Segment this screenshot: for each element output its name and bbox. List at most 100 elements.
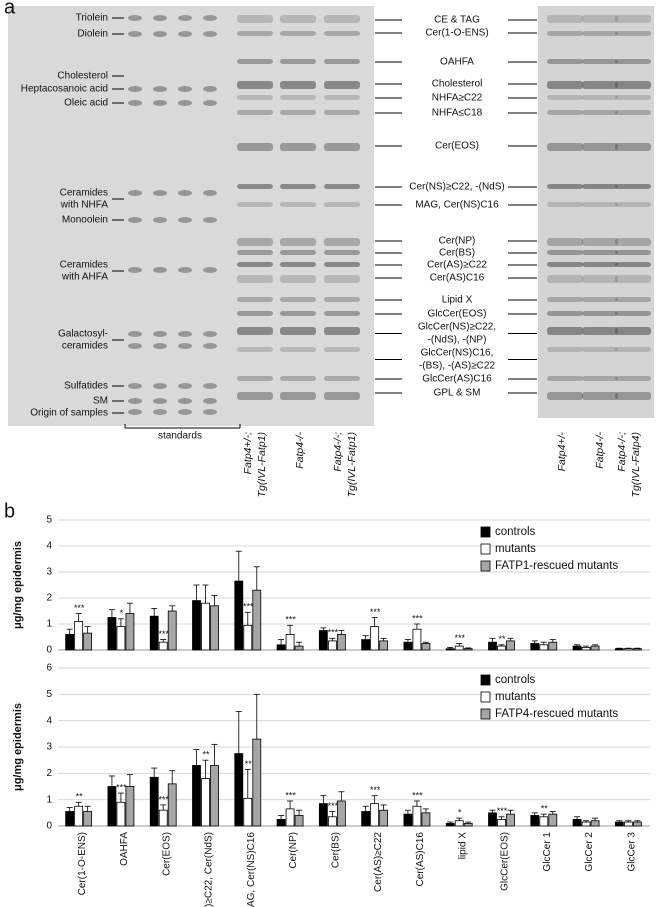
bar — [336, 634, 346, 651]
bar — [234, 753, 244, 827]
band — [203, 100, 217, 106]
band — [203, 383, 217, 389]
legend-swatch — [480, 691, 491, 703]
legend-label: controls — [495, 526, 536, 538]
tlc-label: Cer(AS)C16 — [430, 273, 485, 284]
significance: ** — [76, 792, 84, 802]
lane-label: Tg(IVL-Fatp1) — [256, 432, 268, 497]
panel-label: a — [4, 0, 16, 18]
band — [128, 409, 142, 415]
bar — [74, 621, 84, 651]
band — [615, 110, 651, 115]
band — [324, 238, 360, 246]
y-tick-label: 2 — [46, 593, 52, 604]
bar — [548, 641, 558, 651]
band — [547, 238, 583, 246]
significance: *** — [412, 790, 423, 800]
band — [547, 184, 583, 189]
bar — [614, 821, 624, 827]
legend-swatch — [480, 674, 491, 686]
band — [547, 297, 583, 302]
legend-label: mutants — [495, 691, 536, 703]
y-tick-label: 2 — [46, 768, 52, 779]
band — [178, 100, 192, 106]
band — [237, 275, 273, 283]
band — [237, 15, 273, 23]
bar — [623, 821, 633, 827]
bar — [252, 589, 262, 651]
band — [547, 59, 583, 64]
band — [237, 262, 273, 267]
band — [547, 95, 583, 100]
legend-label: FATP4-rescued mutants — [495, 708, 618, 720]
band — [203, 343, 217, 349]
lane-label: Fatp4+/-; — [242, 432, 254, 474]
significance: *** — [412, 613, 423, 623]
band — [237, 110, 273, 115]
tlc-label: Cer(EOS) — [435, 141, 479, 152]
bar — [107, 617, 117, 651]
band — [280, 59, 316, 64]
band — [615, 311, 651, 316]
tlc-label: CE & TAG — [434, 15, 480, 26]
bar — [107, 786, 117, 827]
bar — [454, 645, 464, 651]
significance: *** — [285, 790, 296, 800]
bar — [285, 808, 295, 827]
band — [153, 398, 167, 404]
band — [128, 343, 142, 349]
band — [237, 376, 273, 381]
bar — [252, 738, 262, 827]
band — [203, 190, 217, 196]
band — [280, 392, 316, 400]
x-tick-label: Cer(AS)≥C22 — [373, 832, 384, 892]
x-tick-label: lipid X — [457, 832, 468, 860]
x-tick-label: Cer(BS) — [330, 832, 341, 868]
bar — [83, 811, 93, 827]
y-tick-label: 1 — [46, 794, 52, 805]
bar — [463, 648, 473, 651]
band — [153, 100, 167, 106]
band — [237, 347, 273, 352]
x-tick-label: Cer(AS)C16 — [415, 832, 426, 887]
significance: *** — [243, 602, 254, 612]
bar — [581, 821, 591, 827]
band — [324, 275, 360, 283]
band — [203, 217, 217, 223]
x-tick-label: GlcCer 3 — [626, 832, 637, 872]
band — [153, 86, 167, 92]
panel-label: b — [4, 500, 15, 522]
bar — [488, 812, 497, 827]
tlc-label: Galactosyl- — [58, 329, 108, 340]
band — [237, 327, 273, 335]
significance: ** — [245, 759, 253, 769]
band — [582, 262, 618, 267]
band — [128, 383, 142, 389]
bar — [539, 644, 549, 651]
bar — [539, 816, 549, 827]
significance: *** — [158, 794, 169, 804]
band — [280, 95, 316, 100]
band — [128, 31, 142, 37]
band — [615, 184, 651, 189]
legend-swatch — [480, 543, 491, 555]
band — [324, 143, 360, 151]
bar — [590, 645, 600, 651]
bar — [243, 797, 253, 827]
band — [615, 392, 651, 400]
band — [615, 376, 651, 381]
significance: * — [120, 608, 124, 618]
significance: *** — [497, 806, 508, 816]
band — [582, 31, 618, 36]
significance: *** — [454, 633, 465, 643]
band — [547, 15, 583, 23]
x-tick-label: Cer(NP) — [288, 832, 299, 869]
band — [615, 297, 651, 302]
band — [324, 327, 360, 335]
band — [582, 202, 618, 207]
band — [615, 238, 651, 246]
bar — [379, 640, 389, 651]
band — [280, 311, 316, 316]
